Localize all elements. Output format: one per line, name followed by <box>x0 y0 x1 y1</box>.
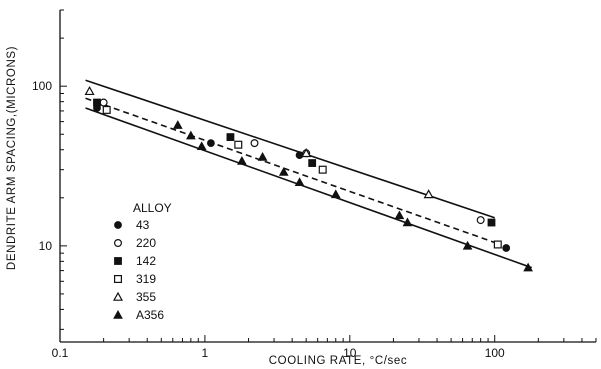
ticks: 0.1 1 10 100 10 100 <box>32 9 597 360</box>
y-axis-title: DENDRITE ARM SPACING,(MICRONS) <box>6 46 18 270</box>
data-point <box>257 152 268 161</box>
data-point <box>301 148 312 158</box>
x-tick-label: 100 <box>485 346 505 360</box>
data-point <box>234 140 243 149</box>
x-axis-title: COOLING RATE, °C/sec <box>269 355 407 367</box>
axes <box>59 10 596 343</box>
legend-label: 220 <box>136 236 156 250</box>
data-point <box>99 98 108 107</box>
series-A356 <box>172 120 533 272</box>
x-tick-label: 0.1 <box>52 346 69 360</box>
data-point <box>172 120 183 129</box>
series-355 <box>84 85 434 199</box>
x-tick-label: 10 <box>343 346 357 360</box>
data-point <box>250 139 259 148</box>
legend-label: 43 <box>136 218 150 232</box>
legend-label: 355 <box>136 290 156 304</box>
data-point <box>186 130 196 140</box>
legend-label: 319 <box>136 272 156 286</box>
x-tick-label: 1 <box>202 346 209 360</box>
data-point <box>207 139 215 148</box>
data-point <box>308 159 317 167</box>
solid-fit-line <box>85 79 495 219</box>
data-point <box>93 98 101 107</box>
data-point <box>476 216 485 225</box>
data-point <box>318 165 327 174</box>
legend-title: ALLOY <box>133 201 172 215</box>
dashed-fit-line <box>85 97 495 244</box>
data-point <box>462 240 473 250</box>
legend-label: A356 <box>136 308 164 322</box>
data-point <box>237 155 247 165</box>
data-point <box>523 262 533 272</box>
data-point <box>330 189 341 199</box>
data-point <box>487 218 496 227</box>
legend-marker <box>113 239 122 248</box>
y-tick-label: 10 <box>39 239 53 253</box>
data-point <box>394 210 405 220</box>
y-tick-label: 100 <box>32 79 52 93</box>
series-319 <box>102 105 502 249</box>
data-point <box>196 141 207 151</box>
series-142 <box>93 98 496 227</box>
data-point <box>84 85 95 96</box>
legend: ALLOY 43 220 142 319 355 A356 <box>112 201 172 322</box>
data-point <box>295 151 304 160</box>
legend-marker <box>114 257 122 265</box>
data-point <box>402 217 413 227</box>
data-point <box>294 177 305 187</box>
legend-marker <box>113 309 123 319</box>
legend-label: 142 <box>136 254 156 268</box>
data-point <box>423 189 434 199</box>
solid-fit-line <box>85 107 532 269</box>
legend-marker <box>114 221 122 229</box>
data-point <box>102 105 111 114</box>
data-point <box>226 133 235 141</box>
legend-marker <box>112 291 124 301</box>
data-points <box>84 85 533 272</box>
data-point <box>493 240 502 249</box>
series-43 <box>93 104 511 252</box>
data-point <box>502 244 511 252</box>
legend-marker <box>113 275 122 284</box>
data-point <box>278 166 289 176</box>
